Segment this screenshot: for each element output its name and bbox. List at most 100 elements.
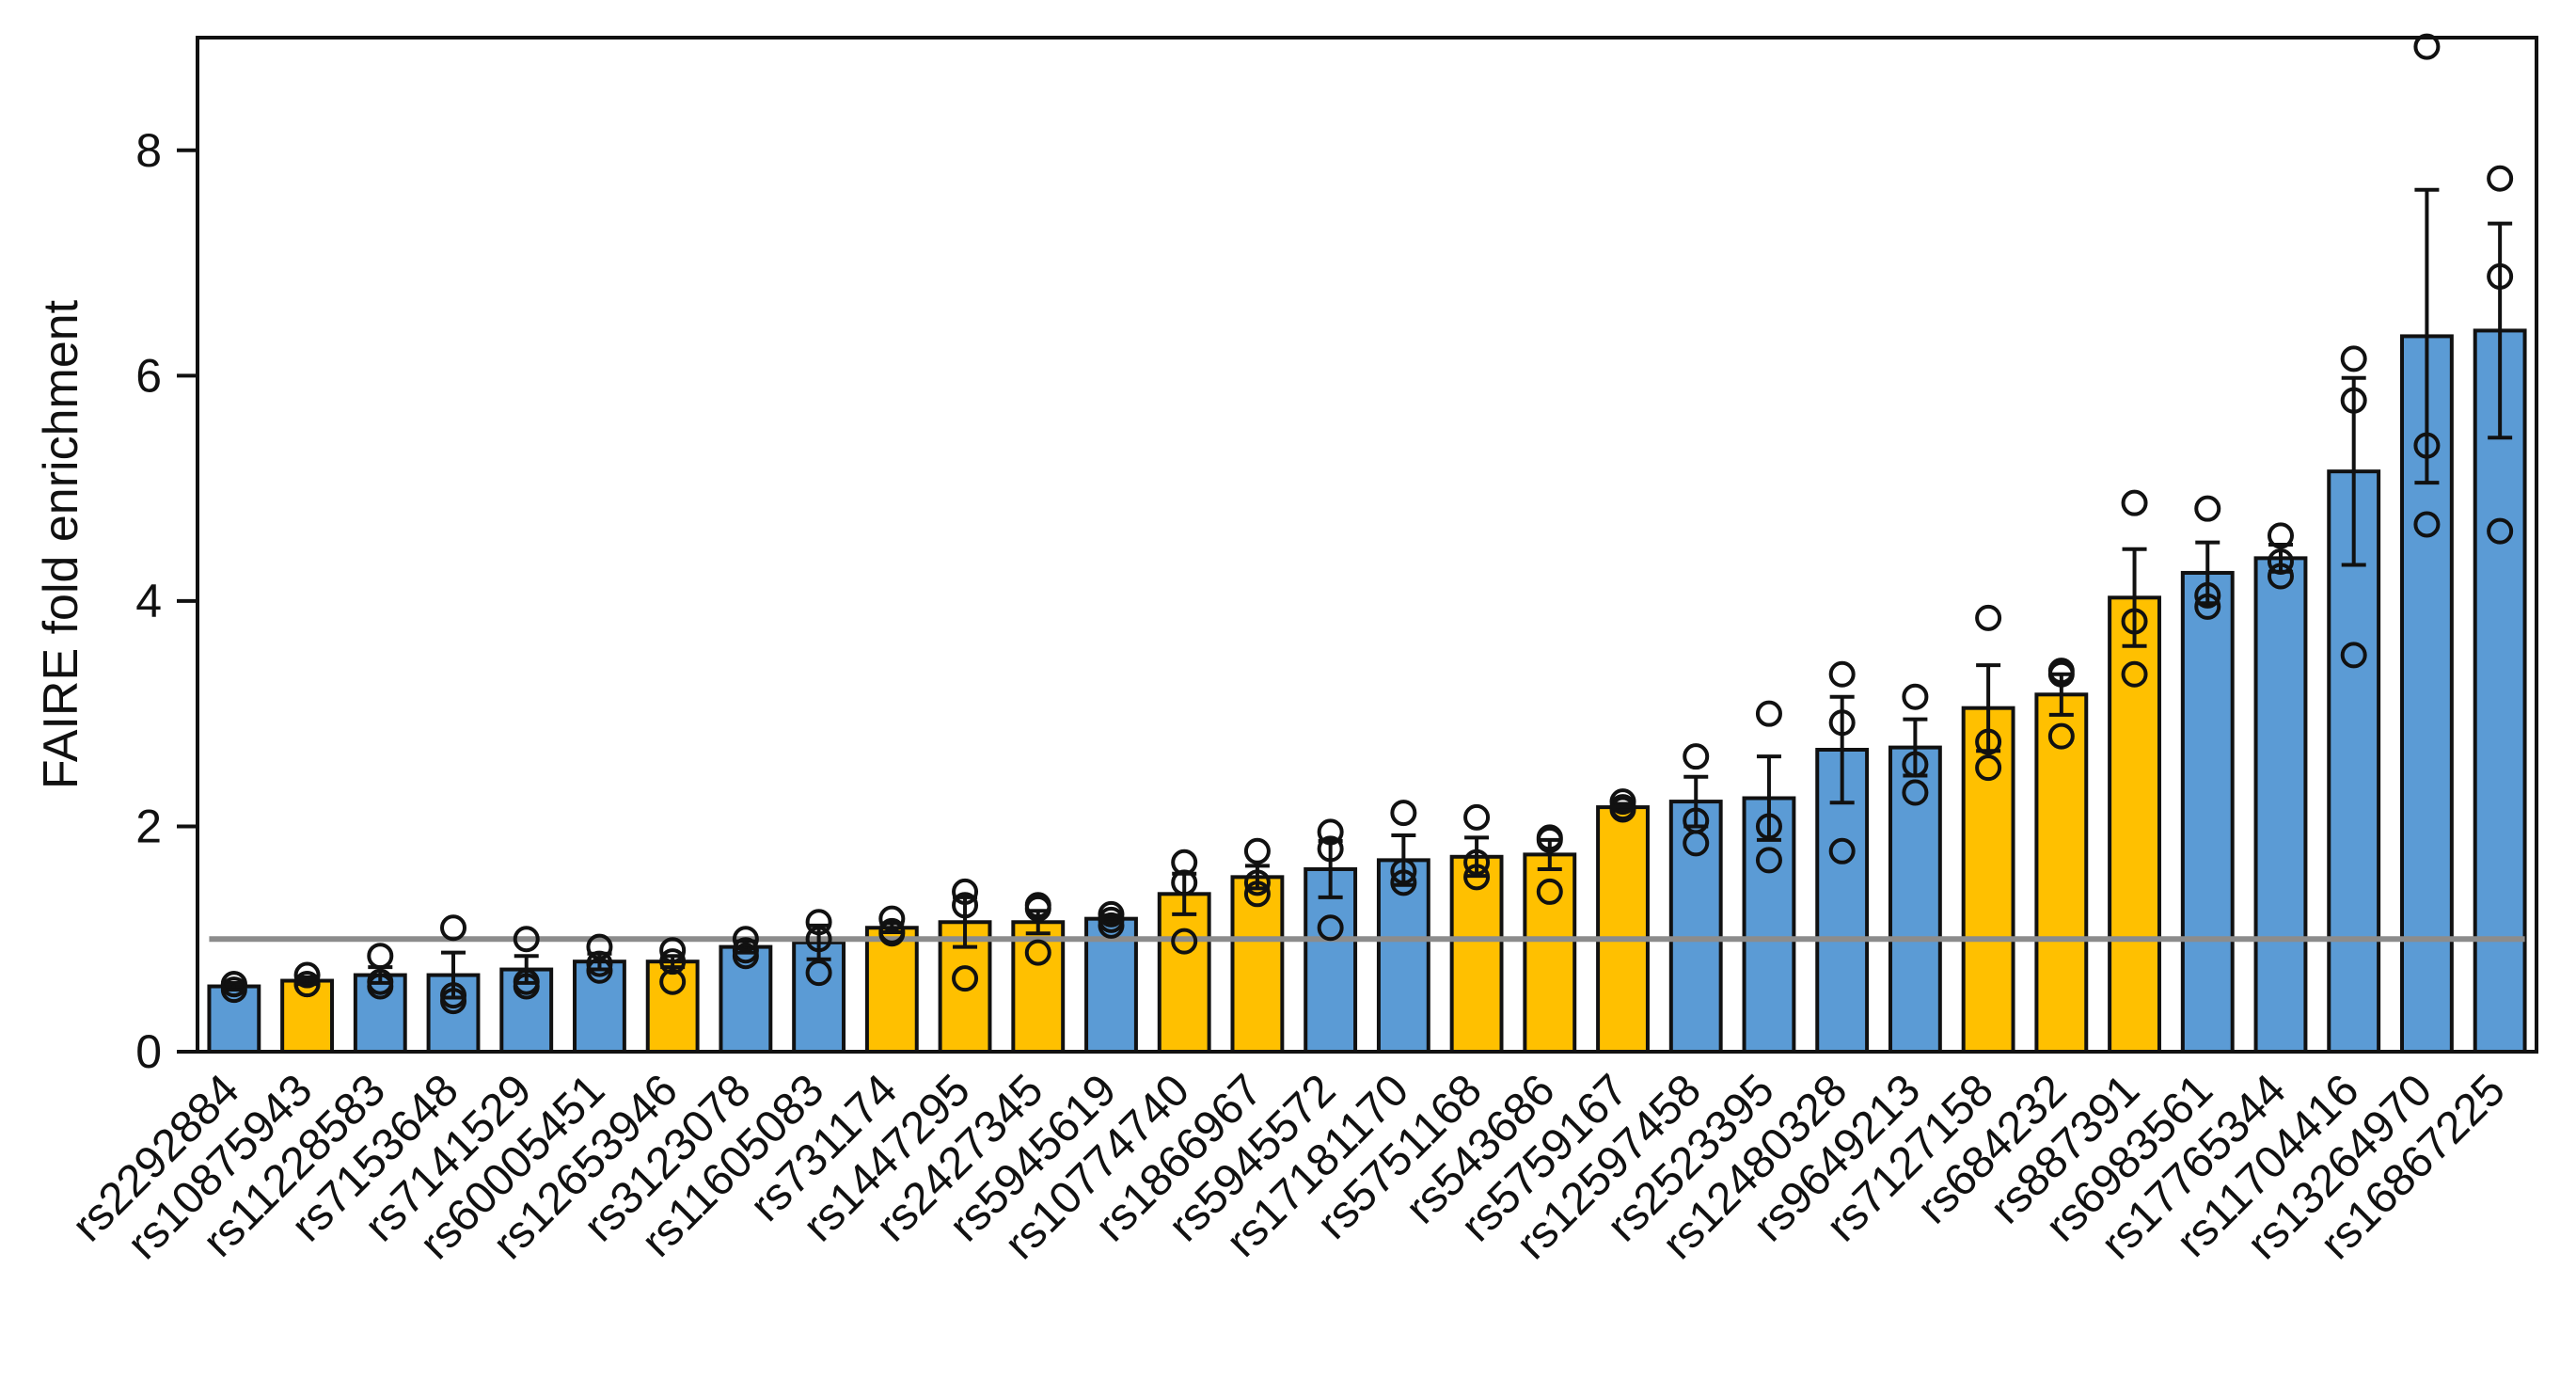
data-point bbox=[1902, 751, 1929, 778]
data-point bbox=[1390, 869, 1417, 896]
bar bbox=[2180, 570, 2235, 1054]
bar bbox=[1376, 858, 1430, 1055]
data-point bbox=[1171, 928, 1198, 955]
data-point bbox=[2267, 522, 2294, 549]
data-point bbox=[1243, 837, 1271, 864]
data-point bbox=[1317, 914, 1344, 942]
y-axis-title: FAIRE fold enrichment bbox=[34, 299, 88, 789]
data-point bbox=[659, 948, 687, 976]
error-bars bbox=[221, 187, 2513, 1000]
data-point bbox=[1683, 743, 1710, 770]
data-point bbox=[1683, 807, 1710, 834]
bar bbox=[1668, 800, 1723, 1054]
data-point bbox=[1609, 788, 1636, 816]
data-point bbox=[2413, 33, 2441, 60]
data-point bbox=[1828, 709, 1856, 737]
data-point bbox=[1463, 849, 1491, 876]
data-point bbox=[2121, 489, 2148, 516]
data-point bbox=[2267, 547, 2294, 575]
bar bbox=[2108, 595, 2161, 1054]
data-point bbox=[1171, 849, 1198, 876]
data-points bbox=[220, 33, 2514, 1015]
data-point bbox=[513, 926, 540, 953]
data-point bbox=[1024, 892, 1051, 919]
data-point bbox=[2194, 593, 2221, 620]
data-point bbox=[1975, 604, 2002, 631]
data-point bbox=[1098, 900, 1125, 928]
data-point bbox=[2340, 345, 2367, 373]
y-tick-label: 0 bbox=[135, 1025, 162, 1078]
bar bbox=[353, 973, 407, 1055]
data-point bbox=[293, 971, 321, 998]
data-point bbox=[1975, 754, 2002, 782]
data-point bbox=[1828, 660, 1856, 688]
data-point bbox=[440, 914, 467, 942]
data-point bbox=[367, 968, 394, 995]
data-point bbox=[1828, 837, 1856, 864]
data-point bbox=[1317, 835, 1344, 863]
data-point bbox=[1536, 878, 1563, 905]
y-tick-label: 4 bbox=[135, 575, 162, 627]
bar bbox=[1449, 854, 1504, 1054]
data-point bbox=[952, 878, 979, 905]
data-point bbox=[2413, 511, 2441, 538]
data-point bbox=[1317, 818, 1344, 846]
data-point bbox=[805, 960, 832, 987]
data-point bbox=[805, 926, 832, 953]
data-point bbox=[440, 982, 467, 1009]
bar bbox=[1596, 805, 1650, 1054]
data-point bbox=[1243, 869, 1271, 896]
data-point bbox=[878, 917, 906, 944]
data-point bbox=[952, 965, 979, 992]
y-axis-ticks bbox=[177, 148, 198, 1054]
data-point bbox=[1975, 728, 2002, 755]
data-point bbox=[2340, 642, 2367, 669]
data-point bbox=[805, 909, 832, 936]
data-point bbox=[732, 937, 759, 964]
y-tick-label: 2 bbox=[135, 800, 162, 852]
data-point bbox=[1902, 779, 1929, 806]
plot-frame bbox=[196, 36, 2538, 1054]
data-point bbox=[2267, 563, 2294, 590]
data-point bbox=[2487, 262, 2514, 290]
data-point bbox=[1536, 824, 1563, 851]
bar bbox=[1961, 706, 2015, 1055]
data-point bbox=[2194, 495, 2221, 522]
bars bbox=[207, 328, 2527, 1055]
data-point bbox=[952, 892, 979, 919]
bar bbox=[1011, 920, 1066, 1054]
data-point bbox=[2047, 658, 2075, 685]
bar bbox=[2473, 328, 2527, 1054]
data-point bbox=[2340, 387, 2367, 414]
data-point bbox=[2487, 517, 2514, 545]
data-point bbox=[586, 950, 613, 977]
bar bbox=[645, 960, 700, 1055]
data-point bbox=[1463, 803, 1491, 831]
data-point bbox=[1755, 813, 1782, 840]
data-point bbox=[1390, 858, 1417, 885]
data-point bbox=[1024, 939, 1051, 966]
bar bbox=[2327, 469, 2381, 1054]
data-point bbox=[2413, 432, 2441, 459]
y-tick-label: 8 bbox=[135, 124, 162, 177]
data-point bbox=[1463, 864, 1491, 891]
data-point bbox=[2121, 608, 2148, 635]
data-point bbox=[2121, 660, 2148, 688]
y-tick-labels: 0 2 4 6 8 bbox=[135, 124, 162, 1078]
x-tick-labels: rs2292884rs10875943rs11228583rs7153648rs… bbox=[63, 1065, 2515, 1269]
data-point bbox=[1243, 880, 1271, 908]
data-point bbox=[367, 943, 394, 970]
bar bbox=[1230, 875, 1285, 1054]
data-point bbox=[1171, 869, 1198, 896]
bar bbox=[1888, 745, 1942, 1054]
data-point bbox=[659, 968, 687, 995]
data-point bbox=[1390, 800, 1417, 827]
data-point bbox=[1902, 683, 1929, 710]
data-point bbox=[2487, 165, 2514, 192]
data-point bbox=[513, 968, 540, 995]
bar bbox=[280, 978, 335, 1055]
data-point bbox=[1755, 847, 1782, 874]
bar bbox=[2253, 556, 2308, 1054]
data-point bbox=[878, 905, 906, 932]
